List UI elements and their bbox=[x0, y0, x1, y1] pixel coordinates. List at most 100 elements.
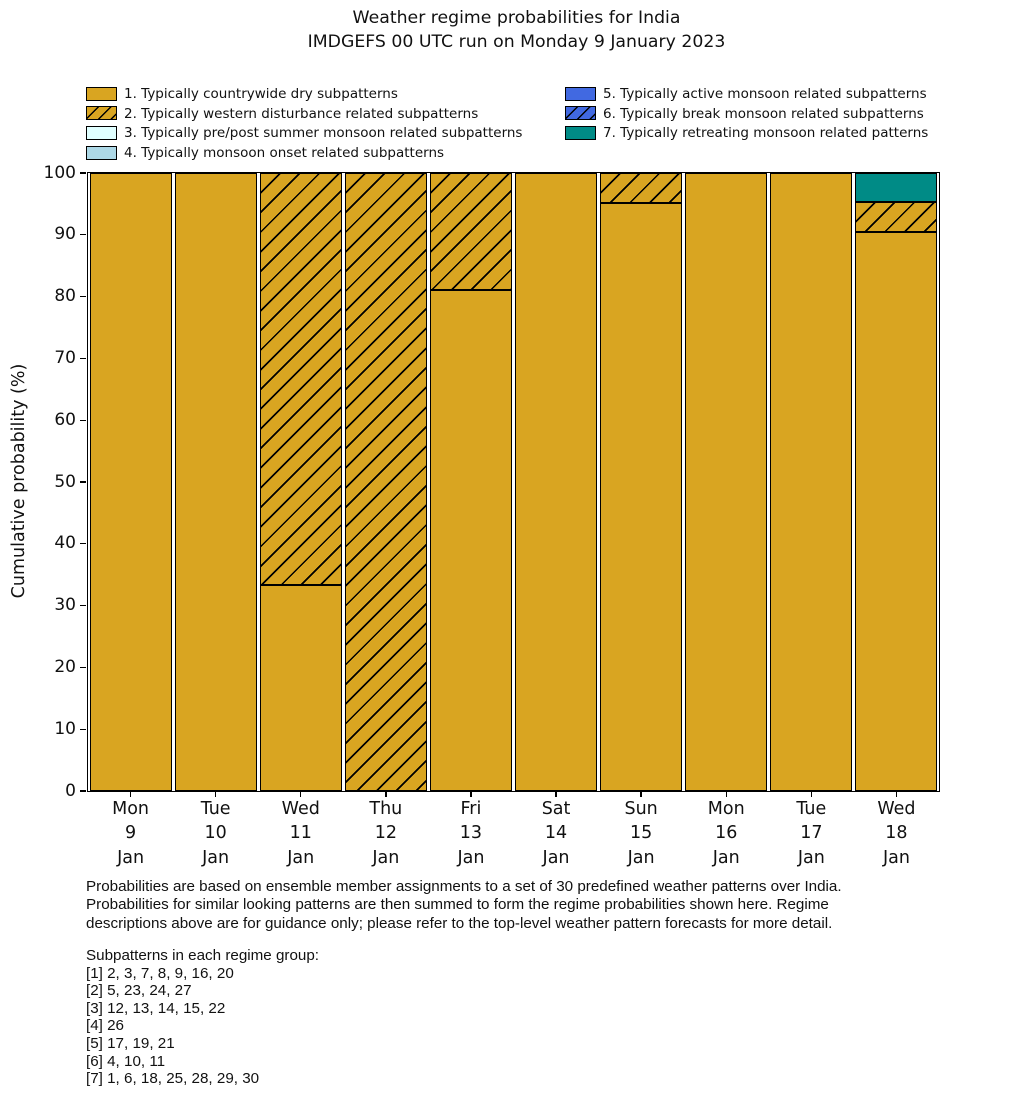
bar-segment-regime-2 bbox=[855, 202, 938, 232]
y-tick-mark-60 bbox=[80, 419, 86, 421]
y-tick-label-50: 50 bbox=[54, 471, 76, 492]
bar-Tue-17-Jan bbox=[770, 173, 853, 791]
y-tick-label-10: 10 bbox=[54, 718, 76, 739]
subpatterns-line: [3] 12, 13, 14, 15, 22 bbox=[86, 999, 226, 1017]
bar-segment-regime-1 bbox=[89, 173, 172, 791]
x-tick-mark-5 bbox=[555, 791, 557, 797]
subpatterns-heading: Subpatterns in each regime group: bbox=[86, 947, 320, 964]
bar-segment-regime-1 bbox=[429, 290, 512, 791]
bar-Mon-9-Jan bbox=[89, 173, 172, 791]
x-tick-mark-2 bbox=[300, 791, 302, 797]
legend-item-regime-7: 7. Typically retreating monsoon related … bbox=[565, 125, 928, 141]
legend-swatch-regime-5 bbox=[565, 86, 596, 101]
legend-label-regime-1: 1. Typically countrywide dry subpatterns bbox=[124, 85, 398, 102]
x-tick-label-line: Wed bbox=[877, 799, 916, 819]
legend-label-regime-3: 3. Typically pre/post summer monsoon rel… bbox=[124, 125, 523, 142]
x-tick-label-5: Sat 14 Jan bbox=[506, 797, 606, 870]
x-tick-label-line: Jan bbox=[712, 847, 740, 868]
y-tick-mark-70 bbox=[80, 357, 86, 360]
y-tick-mark-10 bbox=[80, 728, 86, 730]
x-tick-label-1: Tue 10 Jan bbox=[166, 797, 266, 870]
x-tick-label-line: 11 bbox=[289, 823, 312, 844]
legend-item-regime-6: 6. Typically break monsoon related subpa… bbox=[565, 106, 928, 122]
x-tick-label-2: Wed 11 Jan bbox=[251, 797, 351, 870]
x-tick-label-line: Jan bbox=[797, 847, 825, 868]
subpatterns-line: [5] 17, 19, 21 bbox=[86, 1034, 175, 1052]
bar-Sun-15-Jan bbox=[600, 173, 683, 791]
x-tick-label-line: Jan bbox=[457, 847, 485, 868]
legend-label-regime-4: 4. Typically monsoon onset related subpa… bbox=[124, 144, 445, 161]
y-tick-label-20: 20 bbox=[54, 656, 76, 677]
x-tick-label-line: Thu bbox=[369, 799, 403, 819]
y-tick-label-40: 40 bbox=[54, 533, 76, 554]
subpatterns-list: Subpatterns in each regime group: [1] 2, … bbox=[86, 947, 686, 1088]
x-tick-mark-3 bbox=[385, 791, 387, 797]
bar-segment-regime-1 bbox=[259, 585, 342, 791]
bar-Wed-18-Jan bbox=[855, 173, 938, 791]
x-tick-label-line: Jan bbox=[542, 847, 570, 868]
legend-label-regime-7: 7. Typically retreating monsoon related … bbox=[603, 125, 929, 142]
y-tick-label-80: 80 bbox=[54, 286, 76, 307]
x-tick-label-line: 16 bbox=[715, 823, 738, 844]
y-tick-mark-40 bbox=[80, 543, 86, 545]
x-tick-label-6: Sun 15 Jan bbox=[591, 797, 691, 870]
x-tick-label-line: Mon bbox=[112, 799, 150, 819]
y-tick-mark-20 bbox=[80, 666, 86, 669]
x-tick-label-line: Wed bbox=[281, 799, 320, 819]
bar-Wed-11-Jan bbox=[259, 173, 342, 791]
legend-swatch-regime-3 bbox=[86, 126, 117, 141]
x-tick-label-3: Thu 12 Jan bbox=[336, 797, 436, 870]
bar-segment-regime-1 bbox=[174, 173, 257, 791]
x-tick-label-line: Jan bbox=[372, 847, 400, 868]
y-tick-mark-0 bbox=[80, 790, 86, 792]
bar-segment-regime-2 bbox=[600, 173, 683, 203]
x-tick-label-line: 15 bbox=[630, 823, 653, 844]
legend-label-regime-5: 5. Typically active monsoon related subp… bbox=[603, 85, 927, 102]
y-tick-mark-90 bbox=[80, 234, 86, 236]
footer-line: descriptions above are for guidance only… bbox=[86, 914, 833, 932]
y-tick-mark-50 bbox=[80, 481, 86, 483]
bar-Mon-16-Jan bbox=[685, 173, 768, 791]
legend-swatch-regime-6 bbox=[565, 106, 596, 121]
bar-Tue-10-Jan bbox=[174, 173, 257, 791]
chart-subtitle: IMDGEFS 00 UTC run on Monday 9 January 2… bbox=[307, 32, 726, 52]
x-tick-label-line: 10 bbox=[204, 823, 227, 844]
x-tick-label-line: 18 bbox=[885, 823, 908, 844]
x-tick-label-line: Jan bbox=[882, 847, 910, 868]
bar-segment-regime-1 bbox=[515, 173, 598, 791]
legend-label-regime-6: 6. Typically break monsoon related subpa… bbox=[603, 105, 924, 122]
x-tick-label-line: Jan bbox=[202, 847, 230, 868]
legend-item-regime-3: 3. Typically pre/post summer monsoon rel… bbox=[86, 125, 522, 141]
x-tick-mark-7 bbox=[725, 791, 727, 797]
subpatterns-line: [1] 2, 3, 7, 8, 9, 16, 20 bbox=[86, 964, 234, 982]
legend-column-1: 1. Typically countrywide dry subpatterns… bbox=[86, 86, 522, 164]
footer-line: Probabilities are based on ensemble memb… bbox=[86, 878, 842, 895]
legend-swatch-regime-1 bbox=[86, 86, 117, 101]
y-tick-label-70: 70 bbox=[54, 347, 76, 368]
bar-segment-regime-1 bbox=[855, 231, 938, 791]
subpatterns-line: [7] 1, 6, 18, 25, 28, 29, 30 bbox=[86, 1070, 260, 1088]
bar-segment-regime-2 bbox=[344, 173, 427, 791]
x-tick-label-line: 9 bbox=[124, 823, 137, 844]
y-tick-label-60: 60 bbox=[54, 409, 76, 430]
plot-area: 0 10 20 30 40 50 60 70 80 90 100 Mon 9 Jan Tue 10 Jan Wed… bbox=[44, 164, 940, 868]
x-tick-label-line: Sat bbox=[541, 799, 571, 819]
y-tick-label-0: 0 bbox=[65, 780, 76, 801]
x-tick-label-line: Tue bbox=[200, 799, 231, 819]
legend-item-regime-5: 5. Typically active monsoon related subp… bbox=[565, 86, 928, 102]
x-tick-label-line: 12 bbox=[374, 823, 397, 844]
bar-segment-regime-1 bbox=[600, 202, 683, 791]
x-tick-label-line: 13 bbox=[459, 823, 483, 844]
x-tick-mark-8 bbox=[810, 791, 813, 797]
legend-item-regime-4: 4. Typically monsoon onset related subpa… bbox=[86, 145, 522, 161]
x-tick-mark-4 bbox=[470, 791, 472, 797]
x-tick-label-line: Sun bbox=[624, 799, 658, 819]
bar-segment-regime-2 bbox=[259, 173, 342, 586]
x-tick-mark-9 bbox=[895, 791, 898, 797]
bar-segment-regime-1 bbox=[770, 173, 853, 791]
chart-title: Weather regime probabilities for India bbox=[352, 8, 681, 28]
footer-line: Probabilities for similar looking patter… bbox=[86, 896, 829, 914]
x-tick-label-line: Jan bbox=[627, 847, 655, 868]
bar-segment-regime-7 bbox=[855, 173, 938, 203]
